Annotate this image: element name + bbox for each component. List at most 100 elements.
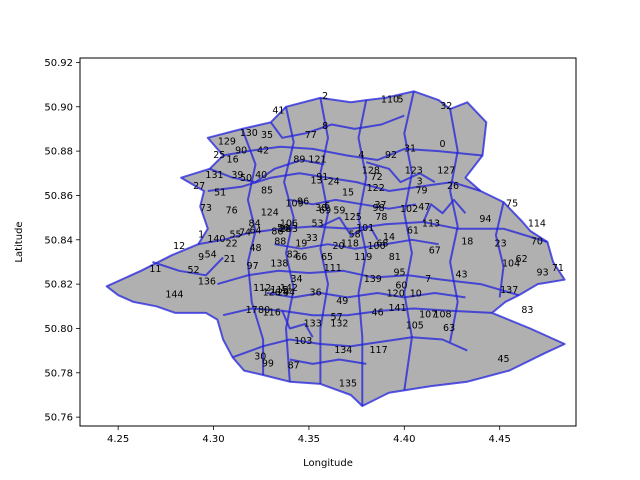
district-boundary <box>241 128 265 375</box>
region-label: 24 <box>328 177 340 188</box>
region-label: 43 <box>455 270 467 281</box>
region-label: 94 <box>479 214 491 225</box>
y-tick-label: 50.84 <box>44 235 73 246</box>
region-label: 142 <box>280 283 298 294</box>
region-label: 67 <box>429 245 441 256</box>
region-label: 72 <box>371 172 383 183</box>
y-tick-label: 50.86 <box>44 191 73 202</box>
region-label: 16 <box>227 154 239 165</box>
region-label: 9 <box>198 252 204 263</box>
region-label: 108 <box>433 310 451 321</box>
district-boundary <box>269 114 405 139</box>
region-label: 66 <box>295 252 307 263</box>
region-label: 46 <box>372 307 384 318</box>
region-label: 48 <box>249 243 261 254</box>
region-label: 51 <box>214 188 226 199</box>
region-label: 123 <box>405 166 423 177</box>
region-label: 76 <box>226 205 238 216</box>
x-axis-label: Longitude <box>303 458 353 469</box>
region-label: 100 <box>368 241 386 252</box>
region-label: 138 <box>270 259 288 270</box>
y-tick-label: 50.78 <box>44 368 73 379</box>
x-tick-label: 4.45 <box>489 434 511 445</box>
region-label: 139 <box>364 274 382 285</box>
region-label: 23 <box>495 239 507 250</box>
region-label: 118 <box>341 239 359 250</box>
region-label: 119 <box>354 252 372 263</box>
region-label: 70 <box>531 236 543 247</box>
region-label: 29 <box>277 287 289 298</box>
region-outline <box>105 90 566 407</box>
region-label: 59 <box>333 205 345 216</box>
region-label: 112 <box>253 283 271 294</box>
y-tick-label: 50.90 <box>44 102 73 113</box>
region-label: 41 <box>272 106 284 117</box>
district-boundary <box>222 145 483 161</box>
region-label: 75 <box>506 199 518 210</box>
region-label: 126 <box>263 287 281 298</box>
region-label: 102 <box>400 204 418 215</box>
region-label: 47 <box>418 202 430 213</box>
region-label: 137 <box>500 285 518 296</box>
region-label: 17 <box>246 305 258 316</box>
y-tick-label: 50.76 <box>44 413 73 424</box>
region-label: 106 <box>280 219 298 230</box>
region-label: 98 <box>373 203 385 214</box>
region-label: 143 <box>280 224 298 235</box>
region-label: 31 <box>404 143 416 154</box>
region-label: 54 <box>205 250 217 261</box>
region-label: 103 <box>294 336 312 347</box>
region-label: 81 <box>389 252 401 263</box>
region-label: 5 <box>397 95 403 106</box>
region-label: 111 <box>324 263 342 274</box>
region-label: 64 <box>249 225 261 236</box>
district-boundary <box>266 292 466 299</box>
region-label: 110 <box>381 95 399 106</box>
region-label: 11 <box>149 264 161 275</box>
region-label: 89 <box>293 154 305 165</box>
x-tick-label: 4.30 <box>202 434 224 445</box>
region-label: 80 <box>258 305 270 316</box>
region-label: 114 <box>528 219 546 230</box>
region-label: 144 <box>165 290 183 301</box>
region-label: 113 <box>422 219 440 230</box>
y-axis: 50.76 50.78 50.80 50.82 50.84 50.86 50.88 50.90… <box>44 58 80 424</box>
region-label: 50 <box>240 173 252 184</box>
region-label: 93 <box>537 267 549 278</box>
region-label: 124 <box>261 208 279 219</box>
district-boundary <box>274 238 439 250</box>
region-label: 4 <box>358 150 364 161</box>
region-label: 62 <box>516 254 528 265</box>
region-label: 121 <box>308 154 326 165</box>
district-boundary <box>289 358 367 365</box>
district-boundary <box>217 269 520 297</box>
region-label: 127 <box>437 166 455 177</box>
region-label: 15 <box>342 188 354 199</box>
region-label: 18 <box>461 236 473 247</box>
region-label: 83 <box>521 305 533 316</box>
district-boundary <box>494 201 505 298</box>
region-label: 90 <box>235 146 247 157</box>
region-label: 120 <box>387 289 405 300</box>
region-label: 26 <box>447 181 459 192</box>
region-label: 65 <box>321 252 333 263</box>
region-label: 71 <box>552 263 564 274</box>
region-label: 140 <box>207 234 225 245</box>
region-label: 125 <box>344 212 362 223</box>
region-label: 57 <box>331 312 343 323</box>
region-label: 84 <box>249 219 261 230</box>
region-label: 69 <box>319 205 331 216</box>
district-boundary <box>198 221 548 246</box>
region-label: 63 <box>443 323 455 334</box>
district-boundary <box>449 108 459 342</box>
region-label: 135 <box>339 378 357 389</box>
region-label: 97 <box>247 261 259 272</box>
region-label: 33 <box>306 233 318 244</box>
region-label: 68 <box>376 239 388 250</box>
plot-frame <box>79 57 577 427</box>
district-boundary <box>232 336 468 359</box>
region-label: 61 <box>407 225 419 236</box>
region-label: 74 <box>239 228 251 239</box>
